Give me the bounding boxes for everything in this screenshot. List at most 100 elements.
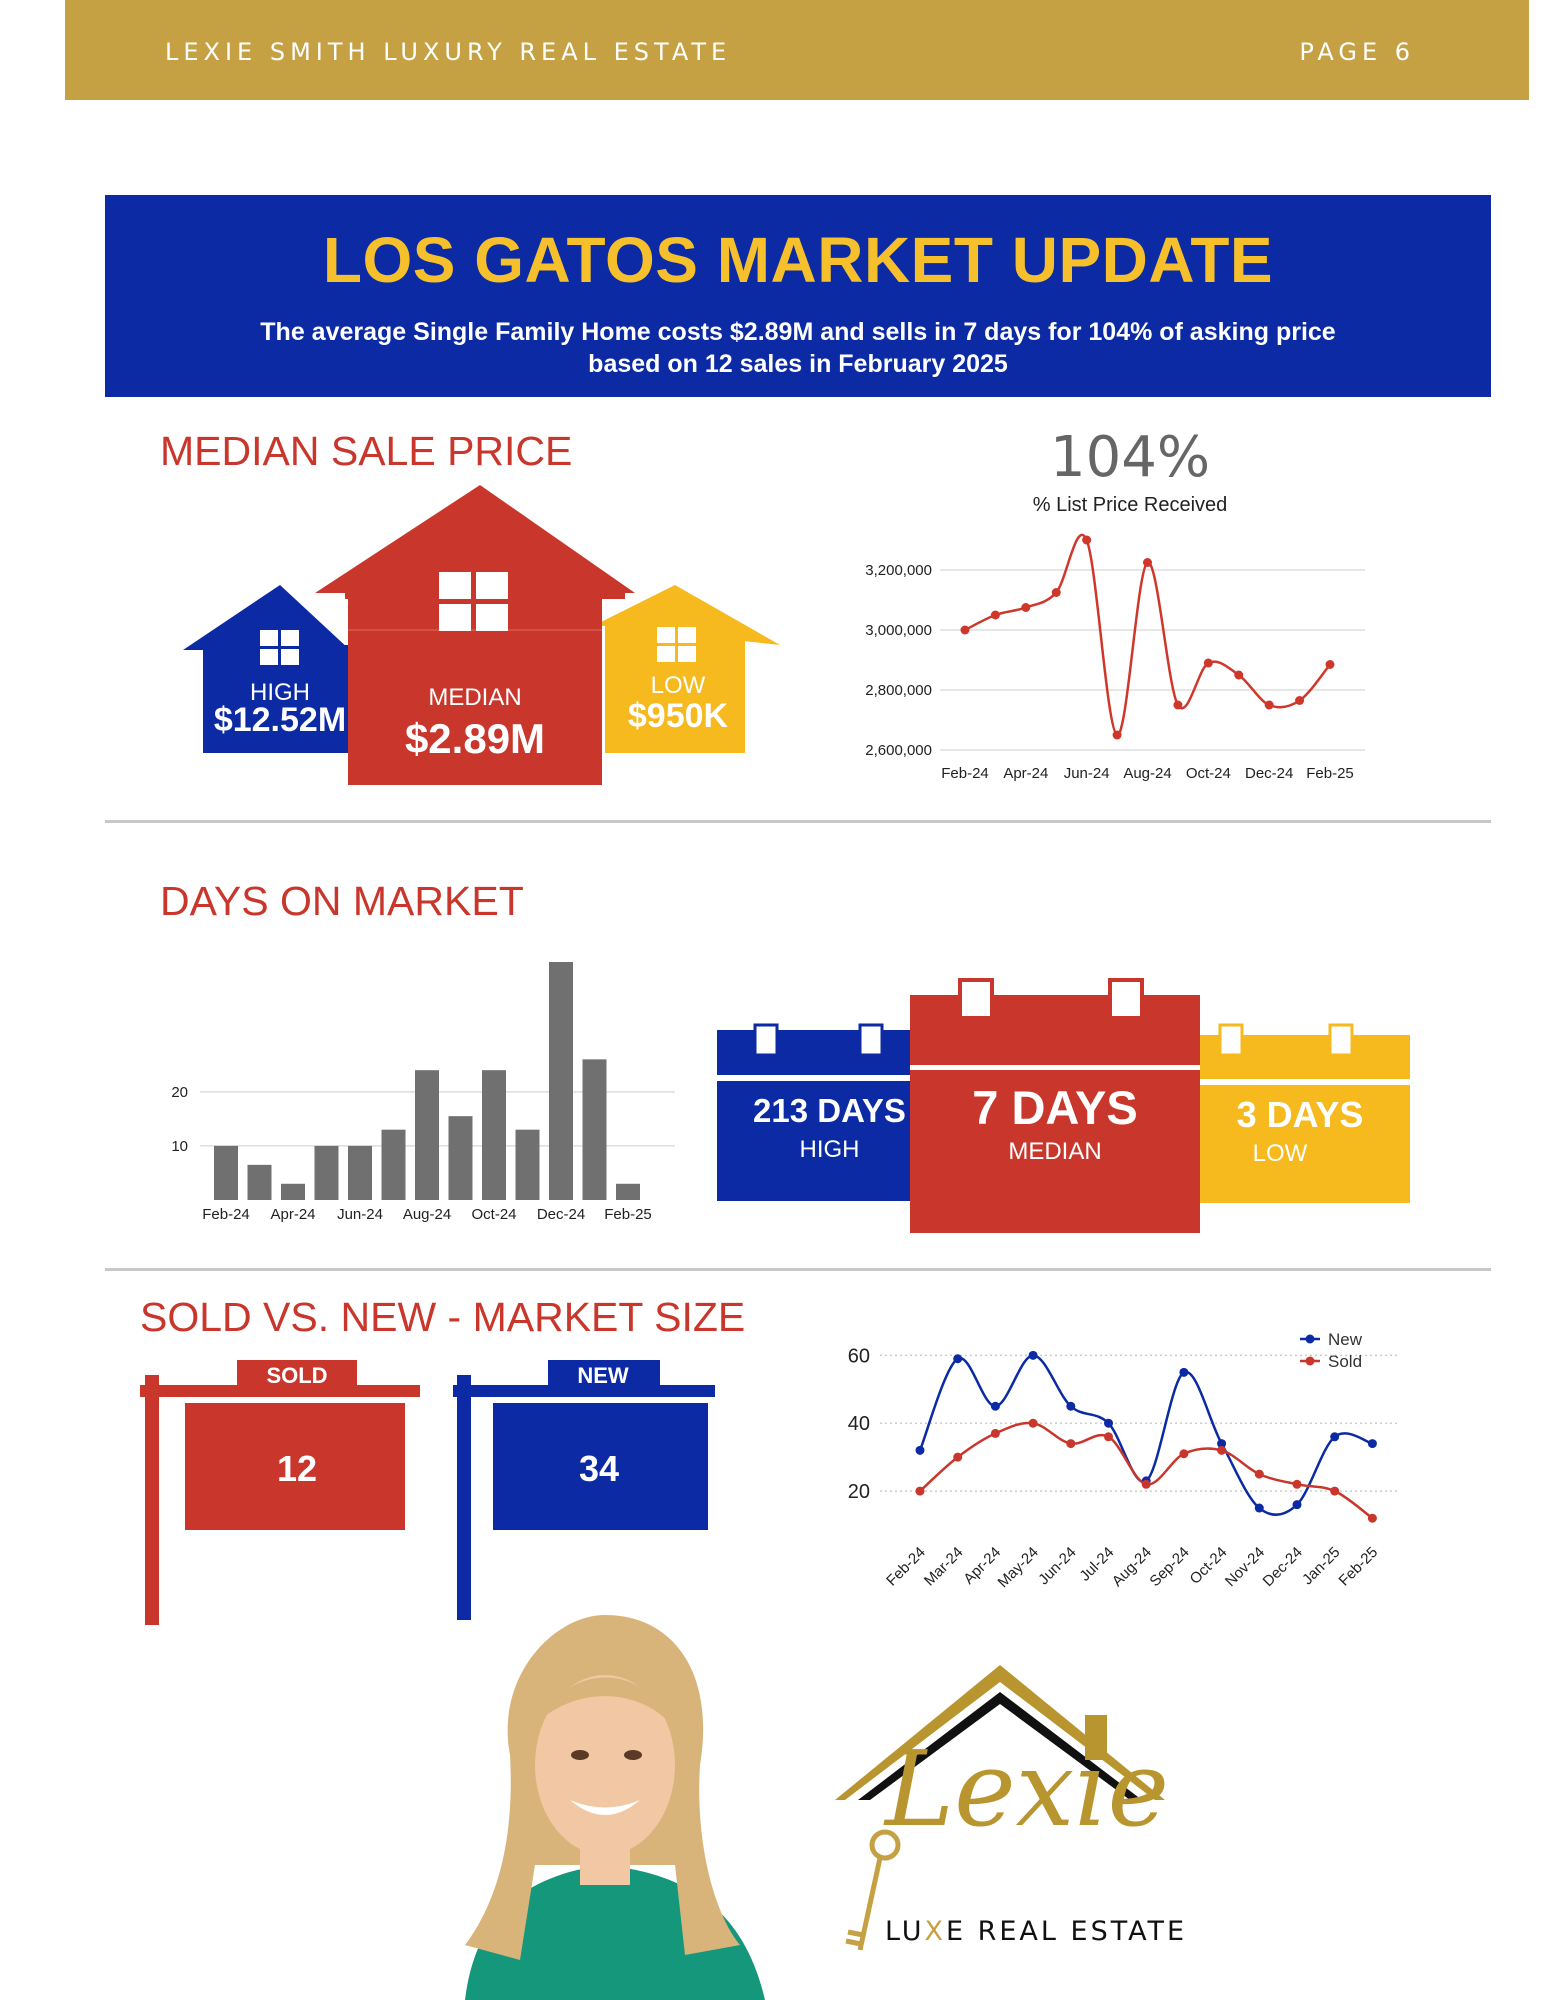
y-tick-label: 2,800,000	[865, 682, 932, 699]
data-point	[1292, 1500, 1302, 1510]
data-point	[915, 1486, 925, 1496]
list-price-label: % List Price Received	[1032, 494, 1228, 516]
data-point	[990, 610, 1000, 620]
data-point	[1217, 1439, 1227, 1449]
y-tick-label: 20	[171, 1084, 188, 1101]
data-point	[1143, 558, 1152, 567]
median-calendar	[910, 978, 1200, 1233]
x-tick-label: Feb-24	[883, 1544, 929, 1590]
data-point	[1051, 588, 1061, 597]
data-point	[1295, 696, 1305, 705]
x-tick-label: Feb-24	[941, 765, 989, 782]
window-icon	[260, 630, 299, 665]
x-tick-label: Oct-24	[471, 1206, 516, 1223]
y-tick-label: 3,200,000	[865, 562, 932, 579]
high-calendar	[717, 1023, 942, 1201]
high-value: $12.52M	[214, 701, 346, 739]
header-bar: LEXIE SMITH LUXURY REAL ESTATE PAGE 6	[65, 0, 1529, 100]
brand-name: LEXIE SMITH LUXURY REAL ESTATE	[165, 38, 732, 66]
new-sign-label: NEW	[577, 1363, 629, 1388]
market-update-banner: LOS GATOS MARKET UPDATE The average Sing…	[105, 195, 1491, 397]
data-point	[1217, 1445, 1227, 1455]
houses-graphic: HIGH $12.52M LOW $950K MEDIAN $2.89M	[183, 485, 780, 785]
bar	[381, 1129, 406, 1200]
data-point	[1066, 1439, 1076, 1449]
x-tick-label: Apr-24	[1003, 765, 1048, 782]
x-tick-label: Jun-24	[1035, 1544, 1079, 1588]
bar	[616, 1183, 640, 1200]
banner-subtitle-line1: The average Single Family Home costs $2.…	[260, 318, 1336, 346]
low-value: $950K	[628, 697, 729, 735]
new-sign: NEW 34	[453, 1360, 715, 1620]
x-tick-label: Feb-24	[202, 1206, 250, 1223]
median-price-line-chart: 2,600,000 2,800,000 3,000,000 3,200,000 Feb-…	[865, 533, 1365, 782]
calendars-graphic	[717, 978, 1410, 1233]
low-label: LOW	[651, 672, 706, 699]
median-label: MEDIAN	[428, 684, 521, 711]
x-tick-label: Aug-24	[1123, 765, 1171, 782]
new-sign-value: 34	[579, 1448, 619, 1489]
bar	[448, 1116, 473, 1200]
x-tick-label: Jan-25	[1299, 1544, 1343, 1588]
median-value: $2.89M	[405, 715, 545, 762]
bar	[314, 1145, 339, 1200]
bar	[515, 1129, 540, 1200]
x-tick-label: Dec-24	[537, 1206, 585, 1223]
y-tick-label: 3,000,000	[865, 622, 932, 639]
data-point	[1234, 670, 1244, 680]
bar	[281, 1183, 305, 1200]
key-icon	[845, 1829, 901, 1951]
data-point	[1028, 1350, 1038, 1360]
sold-sign-value: 12	[277, 1448, 317, 1489]
list-price-percent: 104%	[1049, 425, 1211, 490]
page-number: PAGE 6	[1299, 38, 1415, 66]
data-point	[1254, 1469, 1264, 1479]
data-point	[990, 1401, 1000, 1411]
data-point	[1203, 658, 1213, 668]
data-point	[1104, 1432, 1113, 1442]
section-divider	[105, 820, 1491, 823]
data-point	[1066, 1401, 1076, 1411]
x-tick-label: Dec-24	[1260, 1544, 1306, 1590]
data-point	[1367, 1513, 1377, 1523]
calendar-ring	[1108, 978, 1144, 1020]
data-point	[990, 1428, 1000, 1438]
low-house: LOW $950K	[595, 585, 780, 753]
legend-label: Sold	[1328, 1352, 1362, 1371]
data-point	[1367, 1439, 1377, 1449]
calendar-ring	[1328, 1023, 1354, 1057]
x-tick-label: Dec-24	[1245, 765, 1293, 782]
bar	[549, 962, 573, 1200]
data-point	[1325, 660, 1335, 669]
logo-subtitle: LUXE REAL ESTATE	[885, 1916, 1188, 1947]
data-point	[953, 1452, 963, 1462]
bar	[348, 1145, 372, 1200]
x-tick-label: Mar-24	[921, 1544, 967, 1590]
legend-marker	[1305, 1334, 1315, 1344]
calendar-ring	[958, 978, 994, 1020]
banner-subtitle: The average Single Family Home costs $2.…	[105, 316, 1491, 380]
data-point	[960, 625, 970, 635]
calendar-ring	[753, 1023, 779, 1057]
data-point	[1264, 700, 1274, 710]
high-house: HIGH $12.52M	[183, 585, 351, 753]
lexie-logo	[835, 1665, 1165, 1951]
signs-graphic: SOLD 12 NEW 34	[140, 1360, 715, 1625]
x-tick-label: Jun-24	[337, 1206, 383, 1223]
data-point	[1082, 535, 1092, 545]
logo-wordmark: Lexie	[885, 1728, 1170, 1850]
dom-high-value: 213 DAYS	[753, 1092, 906, 1129]
legend-marker	[1305, 1356, 1315, 1366]
data-point	[1254, 1503, 1264, 1513]
x-tick-label: Sep-24	[1147, 1544, 1193, 1590]
data-point	[1330, 1486, 1340, 1496]
data-point	[1141, 1479, 1151, 1489]
window-icon	[439, 572, 508, 631]
days-on-market-bar-chart: 10 20 Feb-24 Apr-24 Jun-24 Aug-24 Oct-24 Dec-24…	[171, 962, 675, 1223]
legend-label: New	[1328, 1330, 1363, 1349]
data-point	[1179, 1449, 1189, 1459]
x-tick-label: Feb-25	[1336, 1544, 1382, 1590]
data-point	[915, 1445, 925, 1455]
data-point	[1104, 1418, 1113, 1428]
x-tick-label: Aug-24	[403, 1206, 451, 1223]
